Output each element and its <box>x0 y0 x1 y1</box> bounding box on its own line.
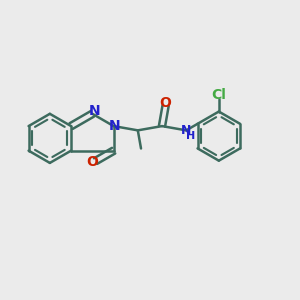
Text: N: N <box>89 104 101 118</box>
Text: N: N <box>109 119 121 133</box>
Text: N: N <box>181 124 191 137</box>
Text: O: O <box>160 96 172 110</box>
Text: O: O <box>86 155 98 170</box>
Text: H: H <box>186 130 195 140</box>
Text: Cl: Cl <box>212 88 226 102</box>
